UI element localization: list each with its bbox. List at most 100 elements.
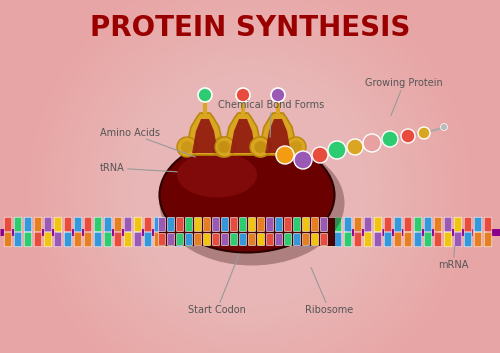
FancyBboxPatch shape [212, 233, 220, 245]
FancyBboxPatch shape [24, 232, 32, 247]
FancyBboxPatch shape [124, 232, 132, 247]
FancyBboxPatch shape [394, 232, 402, 247]
Polygon shape [185, 113, 225, 155]
FancyBboxPatch shape [354, 232, 362, 247]
Text: Ribosome: Ribosome [305, 268, 353, 315]
FancyBboxPatch shape [304, 217, 312, 232]
Circle shape [255, 141, 267, 153]
FancyBboxPatch shape [404, 217, 412, 232]
FancyBboxPatch shape [184, 232, 192, 247]
FancyBboxPatch shape [364, 217, 372, 232]
FancyBboxPatch shape [464, 217, 472, 232]
FancyBboxPatch shape [434, 232, 442, 247]
Circle shape [401, 129, 415, 143]
FancyBboxPatch shape [194, 232, 202, 247]
Circle shape [236, 88, 250, 102]
FancyBboxPatch shape [248, 233, 256, 245]
FancyBboxPatch shape [154, 232, 162, 247]
FancyBboxPatch shape [314, 217, 322, 232]
FancyBboxPatch shape [176, 217, 184, 232]
FancyBboxPatch shape [312, 233, 318, 245]
FancyBboxPatch shape [168, 233, 174, 245]
Circle shape [181, 141, 193, 153]
FancyBboxPatch shape [194, 217, 202, 232]
Circle shape [198, 88, 212, 102]
FancyBboxPatch shape [240, 233, 246, 245]
Circle shape [290, 141, 302, 153]
FancyBboxPatch shape [4, 217, 12, 232]
FancyBboxPatch shape [64, 217, 72, 232]
FancyBboxPatch shape [94, 232, 102, 247]
Ellipse shape [160, 138, 334, 252]
FancyBboxPatch shape [164, 232, 172, 247]
FancyBboxPatch shape [484, 232, 492, 247]
FancyBboxPatch shape [164, 217, 172, 232]
FancyBboxPatch shape [284, 232, 292, 247]
FancyBboxPatch shape [44, 217, 52, 232]
Circle shape [286, 137, 306, 157]
Circle shape [418, 127, 430, 139]
FancyBboxPatch shape [484, 217, 492, 232]
FancyBboxPatch shape [284, 217, 292, 232]
FancyBboxPatch shape [184, 217, 192, 232]
FancyBboxPatch shape [230, 233, 237, 245]
Text: Amino Acids: Amino Acids [100, 128, 196, 157]
FancyBboxPatch shape [224, 232, 232, 247]
FancyBboxPatch shape [312, 217, 318, 232]
Text: mRNA: mRNA [438, 246, 468, 270]
FancyBboxPatch shape [24, 217, 32, 232]
FancyBboxPatch shape [334, 217, 342, 232]
FancyBboxPatch shape [194, 233, 202, 245]
Text: Chemical Bond Forms: Chemical Bond Forms [218, 100, 324, 137]
FancyBboxPatch shape [454, 232, 462, 247]
FancyBboxPatch shape [394, 217, 402, 232]
FancyBboxPatch shape [154, 217, 162, 232]
FancyBboxPatch shape [168, 217, 174, 232]
FancyBboxPatch shape [294, 232, 302, 247]
FancyBboxPatch shape [4, 232, 12, 247]
FancyBboxPatch shape [104, 217, 112, 232]
FancyBboxPatch shape [174, 217, 182, 232]
FancyBboxPatch shape [240, 217, 246, 232]
Circle shape [328, 141, 346, 159]
FancyBboxPatch shape [176, 233, 184, 245]
Polygon shape [230, 119, 256, 153]
Text: PROTEIN SYNTHESIS: PROTEIN SYNTHESIS [90, 14, 410, 42]
FancyBboxPatch shape [404, 232, 412, 247]
FancyBboxPatch shape [44, 232, 52, 247]
Ellipse shape [160, 140, 344, 265]
FancyBboxPatch shape [254, 232, 262, 247]
FancyBboxPatch shape [302, 233, 310, 245]
FancyBboxPatch shape [444, 217, 452, 232]
FancyBboxPatch shape [314, 232, 322, 247]
FancyBboxPatch shape [74, 217, 82, 232]
FancyBboxPatch shape [294, 217, 300, 232]
Circle shape [382, 131, 398, 147]
FancyBboxPatch shape [84, 217, 92, 232]
FancyBboxPatch shape [64, 232, 72, 247]
FancyBboxPatch shape [74, 232, 82, 247]
FancyBboxPatch shape [204, 233, 210, 245]
FancyBboxPatch shape [14, 217, 22, 232]
Circle shape [271, 88, 285, 102]
Bar [159, 218, 335, 246]
FancyBboxPatch shape [374, 217, 382, 232]
FancyBboxPatch shape [248, 217, 256, 232]
FancyBboxPatch shape [294, 217, 302, 232]
FancyBboxPatch shape [204, 217, 212, 232]
FancyBboxPatch shape [344, 232, 352, 247]
FancyBboxPatch shape [186, 233, 192, 245]
Circle shape [276, 146, 294, 164]
FancyBboxPatch shape [374, 232, 382, 247]
Circle shape [215, 137, 235, 157]
Circle shape [440, 124, 448, 131]
FancyBboxPatch shape [266, 217, 274, 232]
FancyBboxPatch shape [276, 233, 282, 245]
FancyBboxPatch shape [124, 217, 132, 232]
FancyBboxPatch shape [144, 232, 152, 247]
FancyBboxPatch shape [364, 232, 372, 247]
FancyBboxPatch shape [334, 232, 342, 247]
Circle shape [294, 151, 312, 169]
Text: tRNA: tRNA [100, 163, 177, 173]
Polygon shape [223, 113, 263, 155]
